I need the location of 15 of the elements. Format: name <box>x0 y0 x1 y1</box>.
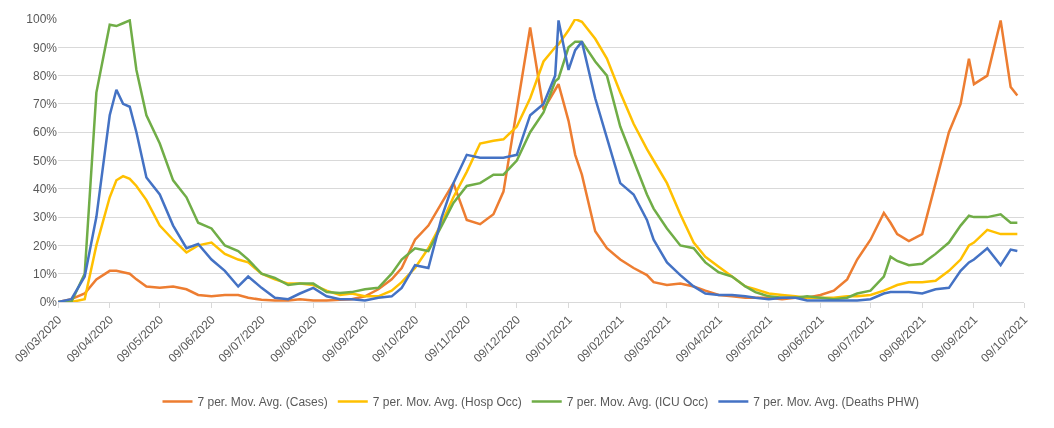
y-tick-label: 0% <box>39 295 58 310</box>
y-tick-label: 80% <box>32 68 58 83</box>
y-tick-label: 100% <box>26 12 58 27</box>
y-tick-label: 40% <box>32 182 58 196</box>
y-tick-label: 70% <box>32 97 58 112</box>
y-tick-label: 30% <box>32 210 58 225</box>
legend-label: 7 per. Mov. Avg. (Cases) <box>197 395 328 410</box>
y-tick-label: 20% <box>32 238 58 253</box>
y-tick-label: 50% <box>32 153 58 168</box>
y-tick-label: 90% <box>32 40 58 55</box>
y-tick-label: 10% <box>32 266 58 281</box>
legend-label: 7 per. Mov. Avg. (ICU Occ) <box>566 395 709 410</box>
y-tick-label: 60% <box>32 125 58 140</box>
legend-label: 7 per. Mov. Avg. (Deaths PHW) <box>753 395 919 410</box>
legend-label: 7 per. Mov. Avg. (Hosp Occ) <box>372 395 522 410</box>
